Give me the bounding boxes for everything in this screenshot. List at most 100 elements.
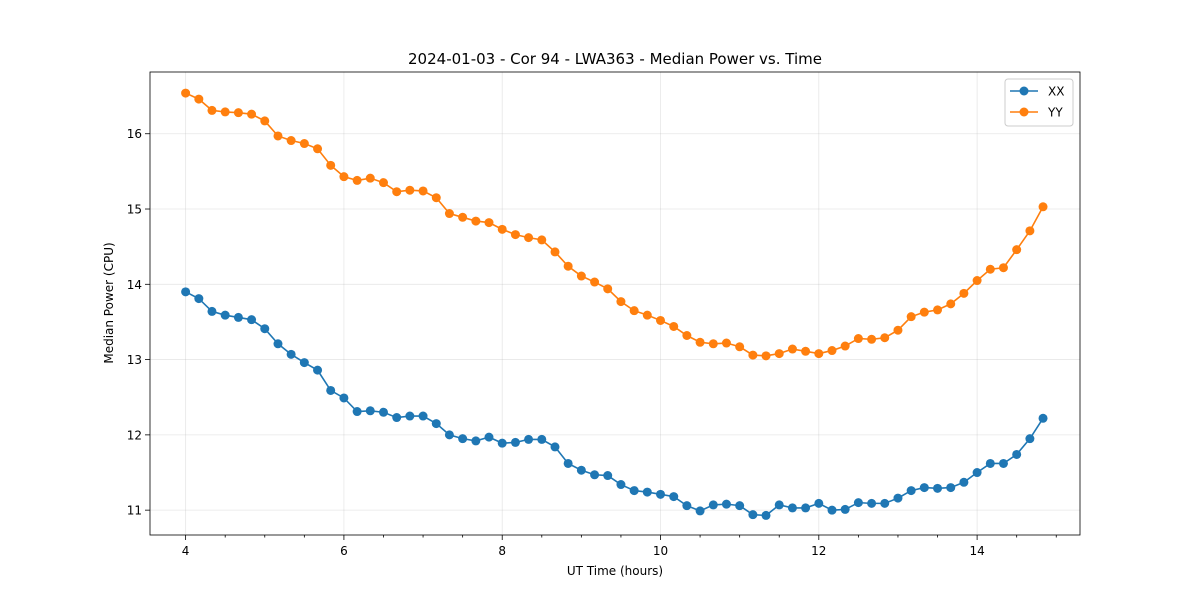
data-point-xx: [1025, 434, 1035, 444]
data-point-yy: [972, 276, 982, 286]
data-point-yy: [286, 136, 296, 146]
data-point-xx: [946, 483, 956, 493]
data-point-yy: [299, 139, 309, 149]
x-tick-label: 6: [340, 544, 348, 558]
data-point-yy: [1025, 226, 1035, 236]
data-point-yy: [510, 230, 520, 240]
data-point-yy: [326, 160, 336, 170]
axes-frame: [149, 71, 1081, 536]
data-point-xx: [576, 465, 586, 475]
data-point-xx: [787, 503, 797, 513]
data-point-yy: [273, 131, 283, 141]
data-point-xx: [801, 503, 811, 513]
x-tick-label: 8: [498, 544, 506, 558]
data-point-yy: [985, 264, 995, 274]
data-point-xx: [880, 498, 890, 508]
data-point-xx: [273, 339, 283, 349]
data-point-yy: [919, 307, 929, 317]
data-point-xx: [510, 437, 520, 447]
data-point-yy: [339, 172, 349, 182]
data-point-xx: [247, 315, 257, 325]
data-point-xx: [972, 468, 982, 478]
data-point-xx: [827, 505, 837, 515]
data-point-yy: [867, 334, 877, 344]
data-point-yy: [787, 344, 797, 354]
data-point-xx: [642, 487, 652, 497]
data-point-yy: [656, 315, 666, 325]
data-point-xx: [708, 500, 718, 510]
data-point-xx: [735, 501, 745, 511]
data-point-xx: [933, 483, 943, 493]
data-point-yy: [761, 351, 771, 361]
legend-marker-xx: [1019, 86, 1029, 96]
data-point-xx: [629, 486, 639, 496]
series-yy: [181, 88, 1048, 361]
x-tick-label: 12: [811, 544, 826, 558]
data-point-yy: [629, 306, 639, 316]
data-point-yy: [220, 107, 230, 117]
data-point-yy: [378, 178, 388, 188]
data-point-yy: [313, 144, 323, 154]
data-point-yy: [576, 271, 586, 281]
data-point-yy: [893, 325, 903, 335]
data-point-yy: [695, 337, 705, 347]
data-point-yy: [774, 349, 784, 359]
data-point-yy: [563, 261, 573, 271]
data-point-xx: [260, 324, 270, 334]
data-point-xx: [484, 432, 494, 442]
data-point-xx: [853, 498, 863, 508]
x-tick-label: 14: [969, 544, 984, 558]
data-point-xx: [181, 287, 191, 297]
data-point-xx: [299, 358, 309, 368]
data-point-xx: [893, 493, 903, 503]
x-tick-label: 4: [182, 544, 190, 558]
legend: XX YY: [1004, 78, 1074, 127]
data-point-yy: [880, 333, 890, 343]
data-point-xx: [207, 306, 217, 316]
x-axis: 4 6 8 10 12 14: [182, 535, 1057, 558]
data-point-yy: [471, 216, 481, 226]
data-point-yy: [524, 233, 534, 243]
data-point-yy: [603, 284, 613, 294]
y-axis: 11 12 13 14 15 16: [127, 127, 150, 518]
legend-label-xx: XX: [1048, 85, 1064, 99]
y-tick-label: 12: [127, 428, 142, 442]
data-point-xx: [748, 510, 758, 520]
y-tick-label: 16: [127, 127, 142, 141]
data-point-xx: [998, 458, 1008, 468]
data-point-xx: [352, 407, 362, 417]
data-point-yy: [827, 346, 837, 356]
y-tick-label: 14: [127, 278, 142, 292]
data-point-xx: [194, 294, 204, 304]
x-tick-label: 10: [653, 544, 668, 558]
data-point-yy: [814, 349, 824, 359]
data-point-xx: [656, 489, 666, 499]
data-point-xx: [959, 477, 969, 487]
data-point-yy: [497, 224, 507, 234]
data-point-yy: [748, 350, 758, 360]
data-point-yy: [946, 299, 956, 309]
data-point-yy: [458, 212, 468, 222]
data-point-yy: [801, 346, 811, 356]
data-point-xx: [867, 498, 877, 508]
data-point-yy: [853, 334, 863, 344]
data-point-xx: [906, 486, 916, 496]
data-point-xx: [313, 365, 323, 375]
data-point-yy: [708, 339, 718, 349]
data-point-xx: [286, 349, 296, 359]
data-point-xx: [405, 411, 415, 421]
data-point-yy: [444, 209, 454, 219]
data-point-xx: [814, 498, 824, 508]
data-point-xx: [458, 434, 468, 444]
data-point-yy: [906, 312, 916, 322]
legend-label-yy: YY: [1047, 106, 1063, 120]
data-point-yy: [682, 330, 692, 340]
data-point-yy: [959, 288, 969, 298]
y-tick-label: 13: [127, 353, 142, 367]
data-point-yy: [721, 338, 731, 348]
data-point-yy: [352, 175, 362, 185]
data-point-xx: [603, 471, 613, 481]
data-point-xx: [1012, 449, 1022, 459]
data-point-xx: [537, 434, 547, 444]
data-point-yy: [181, 88, 191, 98]
